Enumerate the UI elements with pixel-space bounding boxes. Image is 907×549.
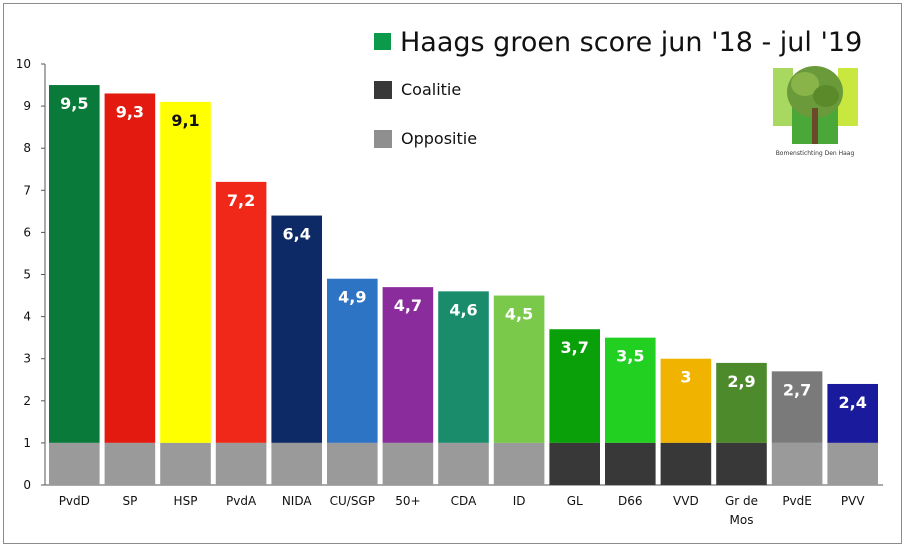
bar-base-oppositie [438,442,489,485]
legend: Haags groen score jun '18 - jul '19 Coal… [374,27,862,148]
bar-base-oppositie [327,442,378,485]
bar-base-oppositie [104,442,156,485]
bar-nida [271,215,322,443]
y-tick-label: 2 [23,394,31,408]
bar-base-coalitie [549,442,600,485]
y-tick-label: 0 [23,478,31,492]
category-label: PvdE [782,494,812,508]
category-label: 50+ [395,494,420,508]
bar-value-label: 2,7 [783,380,811,399]
bar-pvdd [49,85,100,443]
bar-cu-sgp [327,278,378,443]
bars: 9,5 9,3 9,1 7,2 6,4 4,9 4,7 4,6 4,5 3,7 3,5 3 2,9 2,7… [49,85,878,485]
bar-value-label: 9,1 [171,111,199,130]
bar-base-oppositie [382,442,434,485]
category-label: SP [122,494,137,508]
bar-value-label: 6,4 [283,225,311,244]
bar-pvde [771,371,823,443]
bar-pvv [827,383,878,443]
y-tick-label: 10 [16,57,31,71]
bar-base-coalitie [660,442,712,485]
category-label: ID [513,494,526,508]
bar-id [493,295,545,443]
logo-caption: Bomenstichting Den Haag [776,150,855,157]
y-tick-label: 6 [23,225,31,239]
bar-d66 [605,337,656,443]
category-label: Gr de Mos [725,494,758,527]
bar-base-oppositie [160,442,211,485]
bar-base-oppositie [827,442,878,485]
y-tick-label: 9 [23,99,31,113]
y-tick-label: 8 [23,141,31,155]
bar-value-label: 2,4 [839,393,867,412]
bar-gl [549,329,600,443]
bar-vvd [660,358,712,443]
category-label: PvdA [226,494,257,508]
legend-swatch-coalitie [374,81,392,99]
category-label: VVD [673,494,699,508]
category-label: CU/SGP [330,494,375,508]
bar-base-coalitie [716,442,767,485]
bar-sp [104,93,156,443]
legend-label-oppositie: Oppositie [401,129,477,148]
category-label: CDA [451,494,477,508]
bar-value-label: 7,2 [227,191,255,210]
legend-label-coalitie: Coalitie [401,80,461,99]
bar-value-label: 3 [680,368,691,387]
y-ticks: 0 1 2 3 4 5 6 7 8 9 10 [16,57,45,492]
category-label: NIDA [282,494,313,508]
legend-swatch-oppositie [374,130,392,148]
tree-logo-icon: Bomenstichting Den Haag [773,66,858,157]
bar-value-label: 9,5 [60,94,88,113]
bar-50- [382,287,434,443]
chart-title: Haags groen score jun '18 - jul '19 [400,27,862,58]
bar-hsp [160,101,211,443]
bar-cda [438,291,489,443]
bar-gr-de-mos [716,362,767,443]
bar-base-oppositie [49,442,100,485]
bar-value-label: 4,7 [394,296,422,315]
y-tick-label: 5 [23,268,31,282]
bar-base-oppositie [771,442,823,485]
legend-swatch-score [374,33,391,50]
bar-pvda [215,181,267,443]
y-tick-label: 7 [23,183,31,197]
bar-base-oppositie [493,442,545,485]
y-tick-label: 1 [23,436,31,450]
bar-value-label: 9,3 [116,102,144,121]
bar-value-label: 3,7 [561,338,589,357]
bar-base-oppositie [271,442,322,485]
category-labels: PvdD SP HSP PvdA NIDA CU/SGP 50+ CDA ID GL D66 VVD G… [59,494,866,527]
category-label: GL [567,494,583,508]
bar-value-label: 4,5 [505,305,533,324]
category-label: PvdD [59,494,90,508]
category-label: D66 [618,494,643,508]
bar-value-label: 4,9 [338,288,366,307]
category-label: PVV [841,494,865,508]
bar-value-label: 4,6 [449,300,477,319]
y-tick-label: 4 [23,310,31,324]
bar-base-oppositie [215,442,267,485]
bar-value-label: 3,5 [616,347,644,366]
bar-base-coalitie [605,442,656,485]
category-label: HSP [174,494,198,508]
y-tick-label: 3 [23,352,31,366]
bar-value-label: 2,9 [727,372,755,391]
